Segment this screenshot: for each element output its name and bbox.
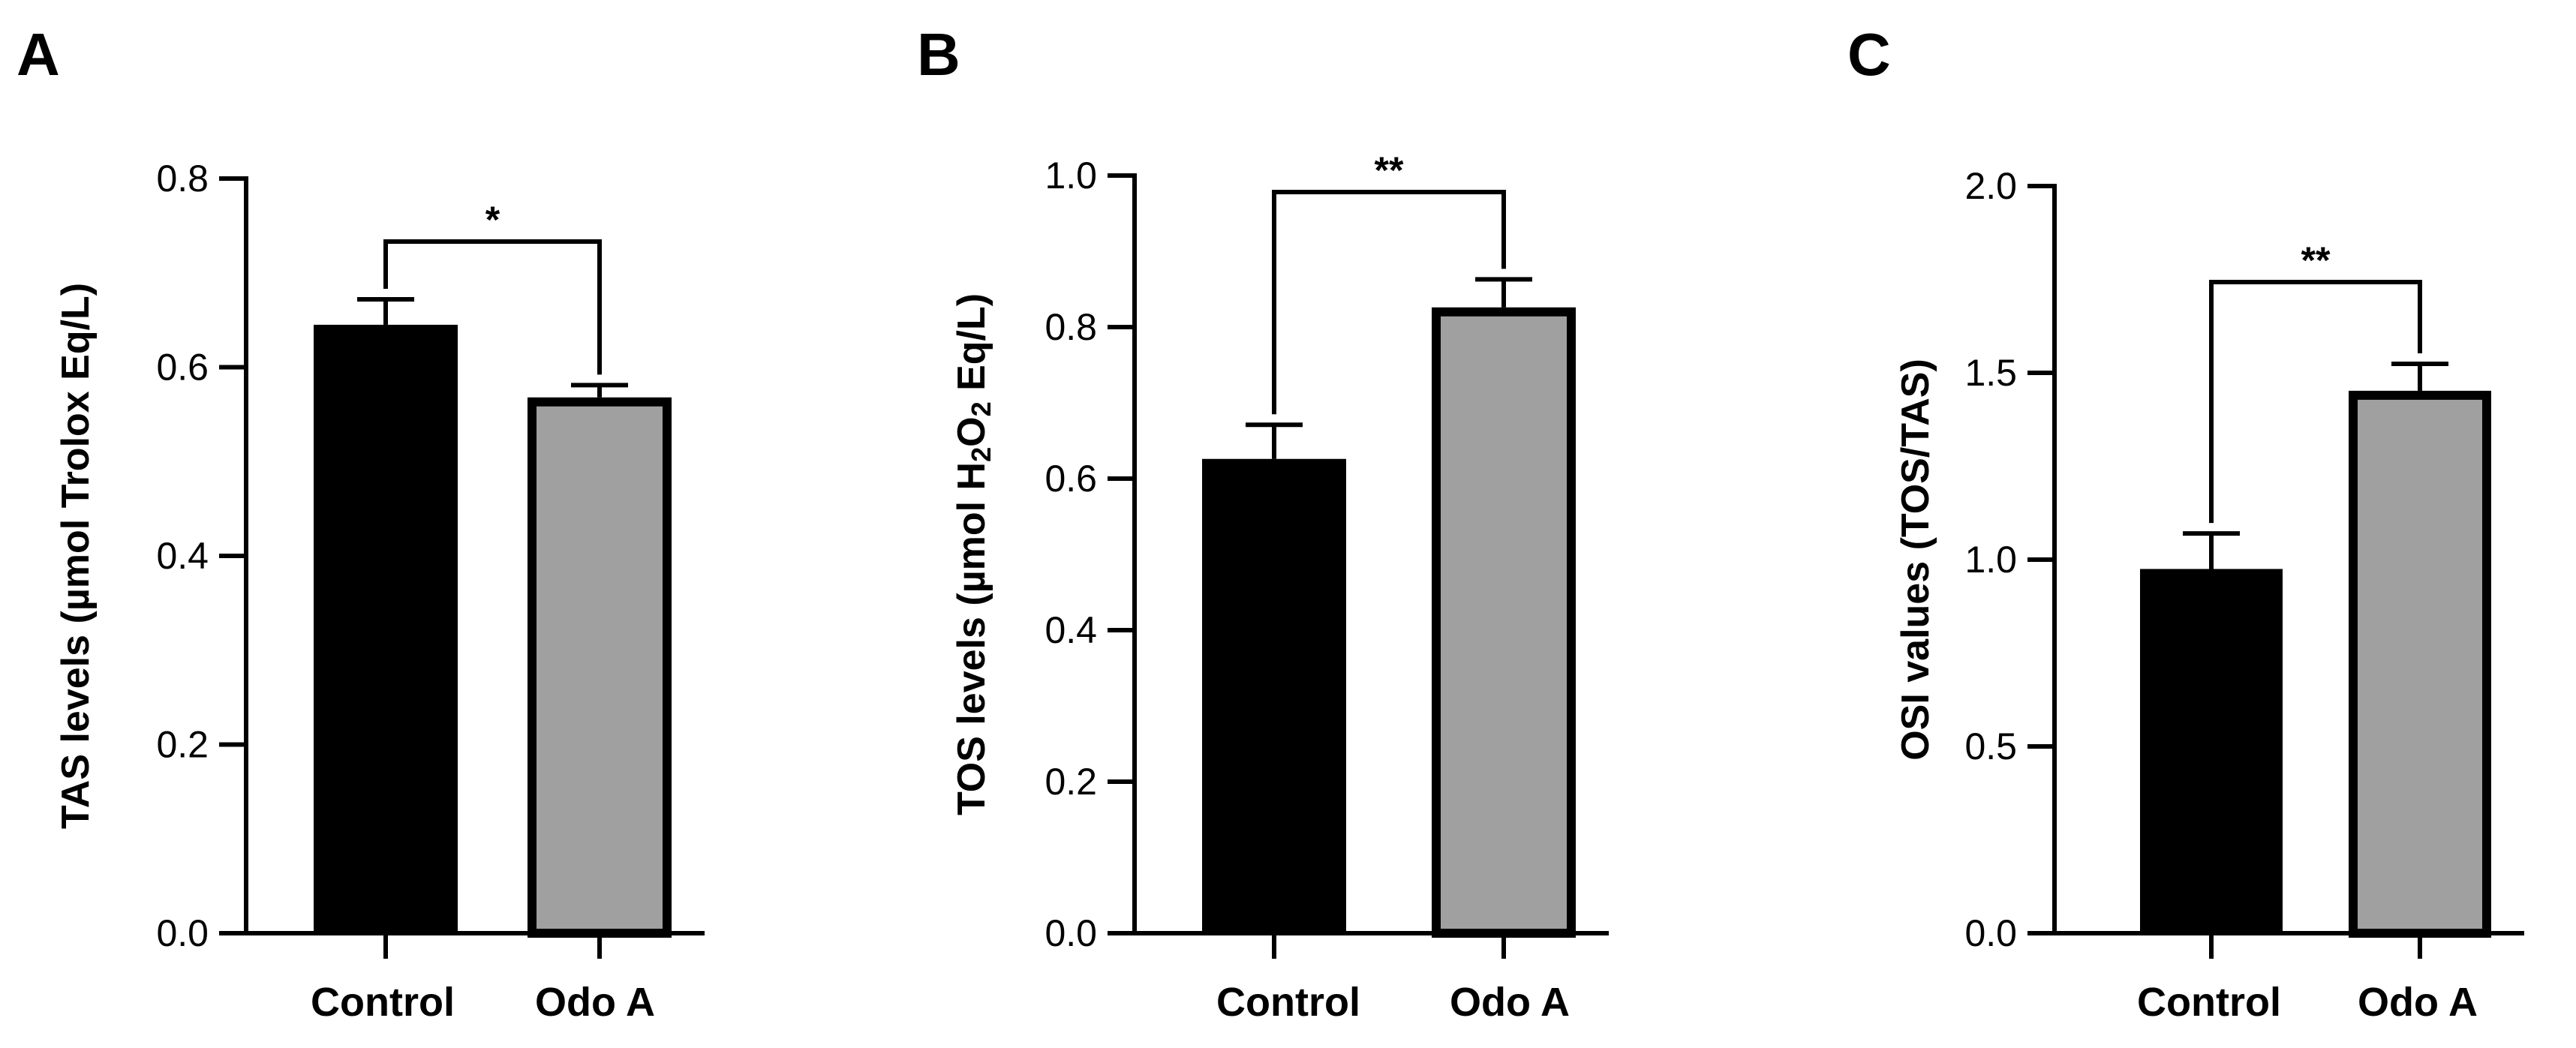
- x-category-label: Odo A: [535, 980, 655, 1025]
- x-category-label: Control: [311, 980, 455, 1025]
- y-tick-label: 0.2: [156, 724, 209, 766]
- y-axis-title-part: 2: [966, 447, 996, 462]
- panel-letter: C: [1847, 21, 1891, 88]
- bar-control: [1202, 458, 1346, 933]
- bar-control: [2140, 569, 2283, 933]
- bar-control: [314, 324, 458, 934]
- bar-odo-a: [528, 397, 672, 938]
- y-axis-title: TOS levels (µmol H2O2 Eq/L): [950, 293, 996, 815]
- bar-odo-a: [2349, 390, 2491, 938]
- panel-b: B ** 0.0 0.2 0.4 0.6 0.8 1.0 Control Odo A TOS lev…: [917, 21, 1609, 1025]
- x-category-label: Control: [1216, 980, 1360, 1025]
- x-category-label: Odo A: [2358, 980, 2478, 1025]
- significance-label: **: [2301, 239, 2331, 281]
- y-tick-label: 0.2: [1045, 761, 1097, 803]
- y-axis-title: OSI values (TOS/TAS): [1894, 359, 1937, 761]
- y-axis-title-part: TAS levels (µmol Trolox Eq/L): [54, 283, 98, 829]
- panel-a: A * 0.0 0.2 0.4 0.6 0.8 Control Odo A TAS levels …: [17, 21, 705, 1025]
- significance-bracket: [1272, 190, 1506, 415]
- bar-odo-a: [1432, 307, 1576, 938]
- y-axis-title-part: TOS levels (µmol H: [950, 462, 993, 815]
- y-tick-label: 1.5: [1964, 352, 2017, 394]
- y-axis-title-part: 2: [966, 401, 996, 416]
- significance-label: *: [485, 199, 500, 241]
- y-axis-title-part: OSI values (TOS/TAS): [1894, 359, 1937, 761]
- y-tick-label: 0.8: [1045, 306, 1097, 348]
- y-axis-title: TAS levels (µmol Trolox Eq/L): [54, 283, 98, 829]
- y-tick-label: 0.4: [156, 535, 209, 577]
- panel-letter: B: [917, 21, 960, 88]
- y-tick-label: 0.0: [156, 912, 209, 954]
- y-axis-title-part: Eq/L): [950, 293, 993, 401]
- y-tick-label: 0.8: [156, 158, 209, 200]
- y-tick-label: 1.0: [1964, 539, 2017, 581]
- y-axis-title-part: O: [950, 416, 993, 446]
- y-tick-label: 0.0: [1045, 912, 1097, 954]
- y-tick-label: 0.5: [1964, 725, 2017, 767]
- panel-c: C ** 0.0 0.5 1.0 1.5 2.0 Control Odo A OSI values…: [1847, 21, 2524, 1025]
- y-tick-label: 0.6: [156, 347, 209, 389]
- y-tick-label: 0.0: [1964, 912, 2017, 954]
- significance-bracket: [383, 239, 602, 375]
- y-tick-label: 0.6: [1045, 458, 1097, 500]
- x-category-label: Odo A: [1450, 980, 1570, 1025]
- y-tick-label: 1.0: [1045, 155, 1097, 197]
- panel-letter: A: [17, 21, 60, 88]
- significance-label: **: [1375, 149, 1404, 191]
- y-tick-label: 0.4: [1045, 609, 1097, 651]
- significance-bracket: [2209, 280, 2422, 524]
- x-category-label: Control: [2137, 980, 2281, 1025]
- y-tick-label: 2.0: [1964, 165, 2017, 207]
